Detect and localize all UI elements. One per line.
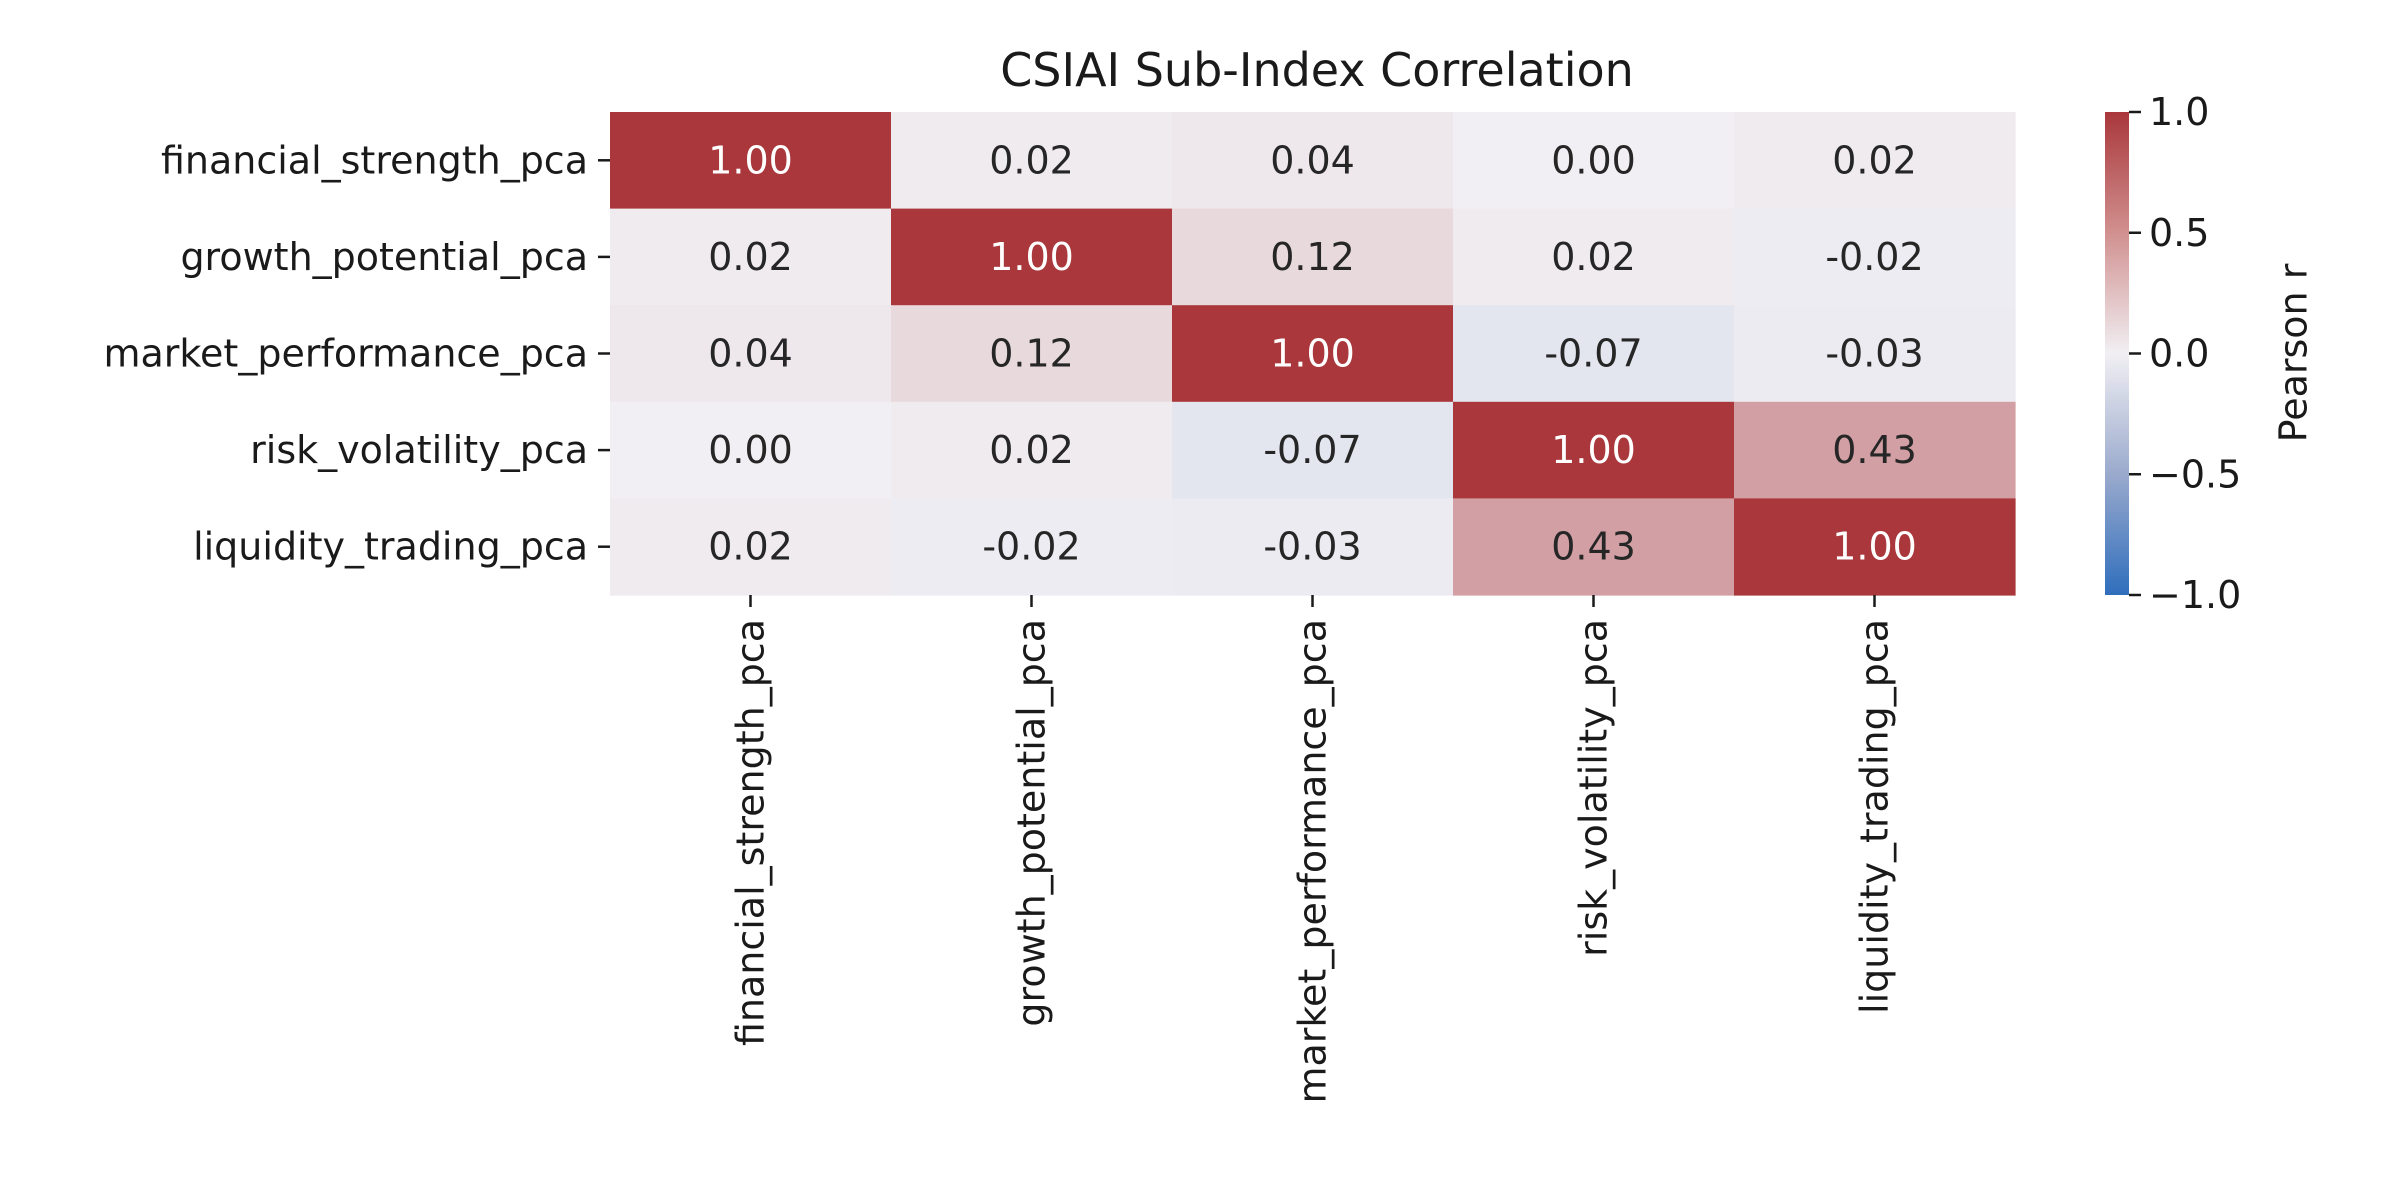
cell-value-label: 1.00	[1551, 428, 1636, 472]
heatmap-cell	[610, 112, 892, 210]
cell-value-label: 1.00	[1832, 525, 1917, 569]
column-label: financial_strength_pca	[729, 619, 773, 1046]
column-label: growth_potential_pca	[1010, 619, 1054, 1027]
cell-value-label: 1.00	[708, 138, 793, 182]
heatmap-cell	[1453, 305, 1735, 403]
heatmap-cell	[1734, 112, 2016, 210]
colorbar-tick-label: 0.0	[2149, 332, 2209, 376]
heatmap-cell	[610, 208, 892, 306]
row-label: market_performance_pca	[103, 332, 588, 376]
row-label: risk_volatility_pca	[250, 428, 588, 472]
colorbar	[2105, 112, 2129, 595]
cell-value-label: -0.03	[1825, 332, 1923, 376]
column-label: liquidity_trading_pca	[1853, 619, 1897, 1014]
heatmap-cell	[610, 498, 892, 596]
cell-value-label: 0.43	[1832, 428, 1917, 472]
colorbar-tick-label: −0.5	[2149, 452, 2241, 496]
cell-value-label: 0.02	[1551, 235, 1636, 279]
column-label: risk_volatility_pca	[1572, 619, 1616, 957]
cell-value-label: 0.04	[1270, 138, 1355, 182]
heatmap-cell	[891, 401, 1173, 499]
heatmap-cell	[1172, 112, 1454, 210]
heatmap-cell	[891, 208, 1173, 306]
heatmap-cell	[1734, 498, 2016, 596]
heatmap-cell	[891, 498, 1173, 596]
row-tick-labels: financial_strength_pca growth_potential_p…	[103, 138, 610, 569]
cell-value-label: 0.43	[1551, 525, 1636, 569]
heatmap-cell	[1453, 401, 1735, 499]
heatmap-cells: 1.00 0.02 0.04 0.00 0.02 0.02 1.00 0.12 0.02 -0.0…	[610, 112, 2016, 596]
cell-value-label: 0.02	[1832, 138, 1917, 182]
colorbar-tick-label: 0.5	[2149, 211, 2209, 255]
cell-value-label: 1.00	[989, 235, 1074, 279]
heatmap-cell	[1734, 401, 2016, 499]
cell-value-label: 0.00	[708, 428, 793, 472]
heatmap-cell	[1172, 208, 1454, 306]
colorbar-ticks: 1.0 0.5 0.0 −0.5 −1.0	[2129, 90, 2241, 617]
heatmap-cell	[1453, 112, 1735, 210]
colorbar-label: Pearson r	[2272, 263, 2316, 442]
cell-value-label: 0.02	[989, 428, 1074, 472]
cell-value-label: 0.04	[708, 332, 793, 376]
row-label: growth_potential_pca	[180, 235, 588, 279]
colorbar-tick-label: −1.0	[2149, 573, 2241, 617]
heatmap-cell	[1172, 498, 1454, 596]
cell-value-label: 0.12	[989, 332, 1074, 376]
heatmap-cell	[891, 112, 1173, 210]
cell-value-label: 0.02	[989, 138, 1074, 182]
cell-value-label: 0.02	[708, 235, 793, 279]
cell-value-label: -0.07	[1263, 428, 1361, 472]
colorbar-tick-label: 1.0	[2149, 90, 2209, 134]
heatmap-cell	[610, 401, 892, 499]
column-tick-labels: financial_strength_pca growth_potential_p…	[729, 595, 1897, 1104]
cell-value-label: 0.02	[708, 525, 793, 569]
row-label: liquidity_trading_pca	[193, 525, 588, 569]
cell-value-label: 0.12	[1270, 235, 1355, 279]
column-label: market_performance_pca	[1291, 619, 1335, 1104]
heatmap-cell	[1453, 208, 1735, 306]
heatmap-cell	[1172, 305, 1454, 403]
cell-value-label: 1.00	[1270, 332, 1355, 376]
heatmap-cell	[1734, 208, 2016, 306]
cell-value-label: -0.02	[982, 525, 1080, 569]
cell-value-label: -0.03	[1263, 525, 1361, 569]
row-label: financial_strength_pca	[161, 138, 588, 182]
heatmap-cell	[610, 305, 892, 403]
heatmap-cell	[891, 305, 1173, 403]
cell-value-label: -0.07	[1544, 332, 1642, 376]
cell-value-label: 0.00	[1551, 138, 1636, 182]
cell-value-label: -0.02	[1825, 235, 1923, 279]
heatmap-cell	[1734, 305, 2016, 403]
heatmap-cell	[1172, 401, 1454, 499]
chart-title: CSIAI Sub-Index Correlation	[1000, 43, 1634, 97]
heatmap-cell	[1453, 498, 1735, 596]
